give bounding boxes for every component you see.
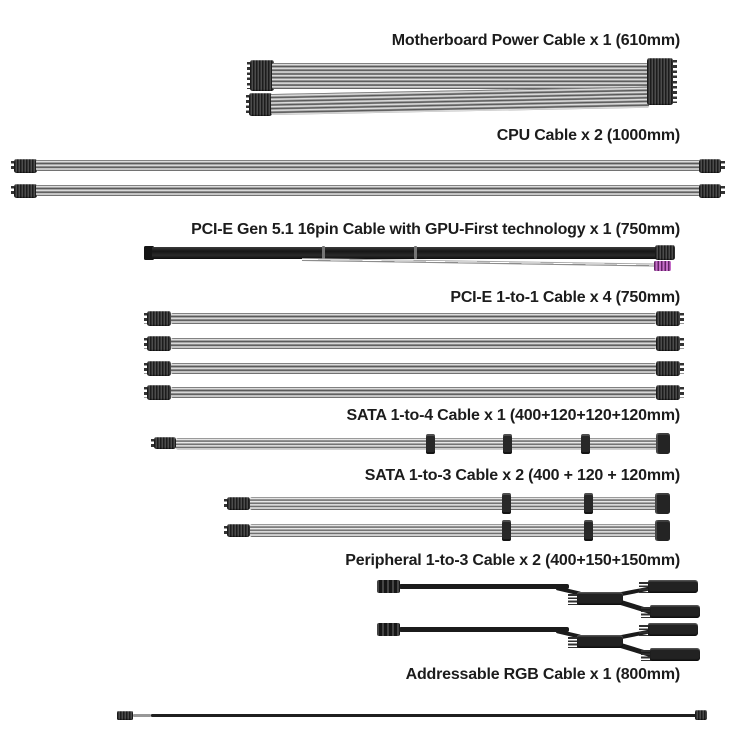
sata-connector-psu-side — [223, 497, 250, 510]
motherboard-connector-24pin — [647, 58, 677, 105]
molex-connector-bottom — [650, 605, 700, 618]
cpu-connector-left — [10, 159, 37, 173]
peripheral-main-cable — [399, 627, 569, 632]
molex-connector-bottom — [650, 648, 700, 661]
sata-connector-end — [655, 520, 670, 541]
cable-label-sata-1to3: SATA 1-to-3 Cable x 2 (400 + 120 + 120mm… — [364, 467, 680, 484]
motherboard-connector-left-lower — [245, 93, 272, 116]
sata-flat-ribbon — [250, 524, 662, 537]
pcie-gen5-flat-ribbon — [152, 247, 657, 259]
pcie-connector-right — [656, 336, 684, 351]
cpu-ribbon — [36, 185, 700, 196]
pcie-gen5-connector-16pin — [655, 245, 675, 260]
pcie-connector-left — [143, 336, 171, 351]
molex-pins — [639, 582, 649, 593]
cable-label-peripheral: Peripheral 1-to-3 Cable x 2 (400+150+150… — [345, 552, 680, 569]
cpu-connector-right — [699, 184, 725, 198]
pcie-gen5-ribbon-divider — [322, 246, 325, 259]
pcie-connector-right — [656, 311, 684, 326]
cable-label-cpu: CPU Cable x 2 (1000mm) — [496, 127, 680, 144]
pcie-connector-left — [143, 385, 171, 400]
molex-pins — [568, 594, 578, 605]
peripheral-connector-psu-side — [377, 623, 400, 636]
pcie-gen5-end-cap — [144, 246, 154, 260]
pcie-ribbon — [171, 387, 656, 398]
pcie-connector-right — [656, 361, 684, 376]
motherboard-connector-left-upper — [246, 60, 274, 91]
molex-pins — [639, 625, 649, 636]
cpu-ribbon — [36, 160, 700, 171]
cable-label-sata-1to4: SATA 1-to-4 Cable x 1 (400+120+120+120mm… — [346, 407, 681, 424]
argb-wire-sleeve — [133, 714, 151, 717]
cable-label-pcie-1to1: PCI-E 1-to-1 Cable x 4 (750mm) — [450, 289, 680, 306]
cpu-connector-left — [10, 184, 37, 198]
sata-connector-psu-side — [223, 524, 250, 537]
sata-connector — [584, 493, 593, 514]
cable-label-motherboard: Motherboard Power Cable x 1 (610mm) — [391, 32, 680, 49]
motherboard-ribbon-lower — [270, 86, 650, 115]
molex-connector-top — [648, 623, 698, 636]
peripheral-main-cable — [399, 584, 569, 589]
molex-connector-middle — [577, 592, 623, 605]
sata-connector — [581, 434, 590, 454]
pcie-connector-right — [656, 385, 684, 400]
sata-connector-psu-side — [150, 437, 176, 449]
pcie-connector-left — [143, 311, 171, 326]
cable-label-argb: Addressable RGB Cable x 1 (800mm) — [405, 666, 681, 683]
molex-pins — [641, 607, 651, 618]
pcie-connector-left — [143, 361, 171, 376]
pcie-ribbon — [171, 338, 656, 349]
sata-flat-ribbon — [176, 438, 662, 450]
cpu-connector-right — [699, 159, 725, 173]
sata-connector — [502, 493, 511, 514]
molex-connector-middle — [577, 635, 623, 648]
gpu-first-sense-wire — [301, 258, 655, 267]
pcie-gen5-ribbon-divider — [414, 246, 417, 259]
argb-connector-left — [117, 711, 133, 720]
peripheral-connector-psu-side — [377, 580, 400, 593]
pcie-ribbon — [171, 363, 656, 374]
sata-connector — [502, 520, 511, 541]
sata-connector — [426, 434, 435, 454]
sata-connector — [584, 520, 593, 541]
sata-connector-end — [655, 493, 670, 514]
molex-pins — [568, 637, 578, 648]
argb-connector-right — [695, 710, 707, 720]
motherboard-ribbon-upper — [272, 63, 648, 89]
argb-wire — [151, 714, 697, 717]
sata-connector-end — [656, 433, 670, 454]
cable-label-pcie-gen5: PCI-E Gen 5.1 16pin Cable with GPU-First… — [191, 221, 680, 238]
pcie-ribbon — [171, 313, 656, 324]
sata-connector — [503, 434, 512, 454]
molex-connector-top — [648, 580, 698, 593]
gpu-first-sense-connector — [654, 261, 671, 271]
sata-flat-ribbon — [250, 497, 662, 510]
molex-pins — [641, 650, 651, 661]
